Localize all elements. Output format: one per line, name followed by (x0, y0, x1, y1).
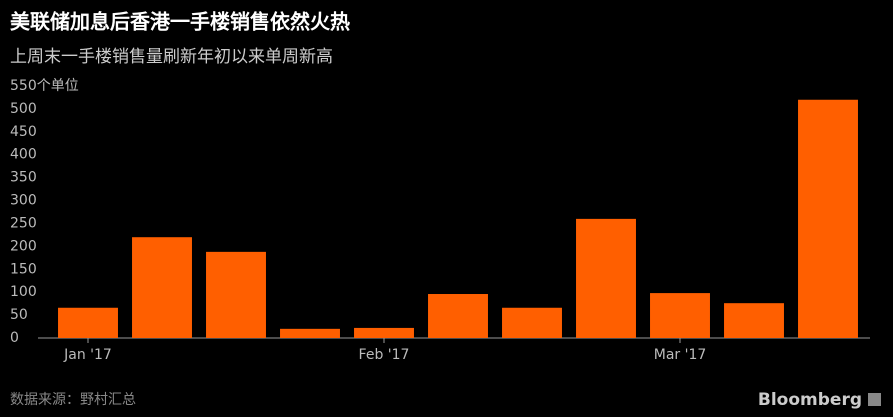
y-tick-label: 50 (10, 307, 28, 323)
y-tick-label: 450 (10, 124, 37, 140)
bar (280, 328, 340, 338)
bar (354, 327, 414, 338)
bar (576, 218, 636, 338)
bar (58, 307, 118, 338)
y-tick-label: 0 (10, 330, 19, 346)
y-tick-label: 300 (10, 193, 37, 209)
y-tick-label: 400 (10, 147, 37, 163)
bar (206, 251, 266, 338)
source: 数据来源：野村汇总 (10, 392, 136, 408)
y-tick-label: 100 (10, 284, 37, 300)
brand-logo: Bloomberg (758, 390, 862, 410)
x-tick-label: Feb '17 (359, 347, 410, 363)
x-tick-label: Jan '17 (63, 347, 112, 363)
brand-icon (868, 393, 881, 406)
y-tick-label: 350 (10, 170, 37, 186)
y-tick-label: 150 (10, 261, 37, 277)
y-tick-label: 200 (10, 238, 37, 254)
x-tick-label: Mar '17 (654, 347, 707, 363)
y-tick-label: 250 (10, 215, 37, 231)
bar (650, 293, 710, 338)
bar (132, 237, 192, 338)
chart-title: 美联储加息后香港一手楼销售依然火热 (10, 10, 350, 34)
y-tick-label: 500 (10, 101, 37, 117)
bar (428, 294, 488, 338)
bar (798, 99, 858, 338)
y-tick-label: 550个单位 (10, 78, 79, 94)
bar (502, 307, 562, 338)
chart-subtitle: 上周末一手楼销售量刷新年初以来单周新高 (10, 47, 333, 67)
bar (724, 303, 784, 338)
